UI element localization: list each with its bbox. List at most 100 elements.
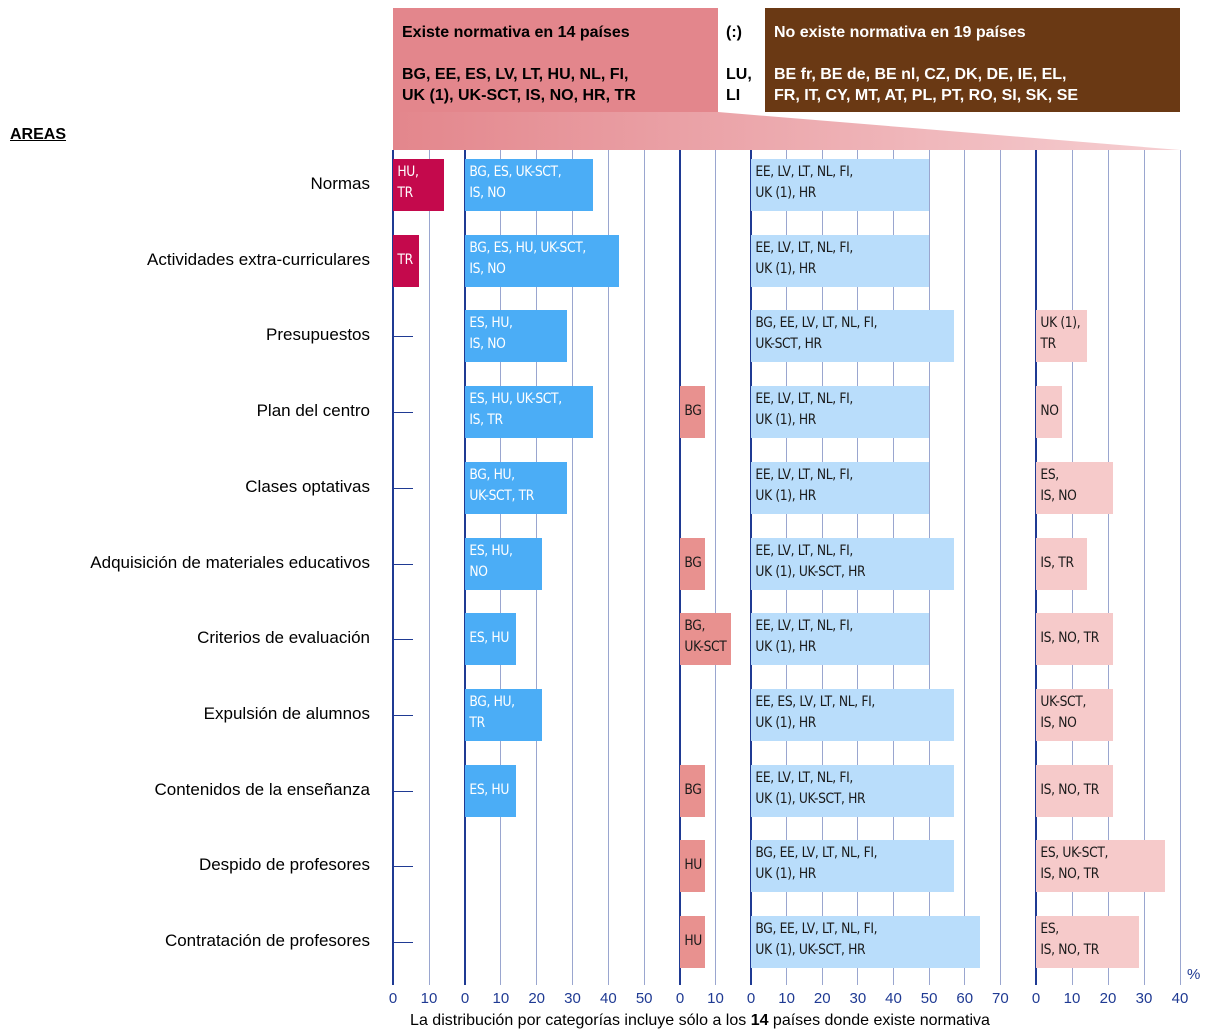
bar-label: NO [1040,403,1059,420]
bar [1036,840,1165,893]
bar [465,537,542,590]
bar-label: TR [397,251,413,268]
bar [465,461,568,514]
bar-label: BG, ES, HU, UK-SCT, IS, NO [469,239,586,277]
footnote-text: La distribución por categorías incluye s… [410,1012,751,1029]
bar [1036,461,1114,514]
x-tick-label: 0 [388,990,398,1007]
x-tick-label: 40 [599,990,617,1007]
x-tick-label: 10 [1063,990,1081,1007]
not-exists-box [765,8,1180,112]
bar-label: EE, LV, LT, NL, FI, UK (1), UK-SCT, HR [755,542,866,580]
bar-label: EE, ES, LV, LT, NL, FI, UK (1), HR [755,693,875,731]
bar [1036,764,1114,817]
bar [465,764,517,817]
grid-line [999,150,1001,985]
bar [751,764,955,817]
row-tick [393,790,413,792]
missing-title: (:) [726,24,742,41]
bar-label: UK (1), TR [1040,315,1081,353]
bar-label: ES, HU, UK-SCT, IS, TR [469,391,562,429]
bar-label: ES, HU, IS, NO [469,315,513,353]
exists-countries: BG, EE, ES, LV, LT, HU, NL, FI, UK (1), … [402,66,636,104]
axis-title: AREAS [10,126,67,143]
bar-label: EE, LV, LT, NL, FI, UK (1), HR [755,618,853,656]
grid-line [1143,150,1145,985]
bar [751,310,955,363]
bar [1036,310,1088,363]
grid-line [428,150,430,985]
x-tick-label: 30 [1135,990,1153,1007]
grid-line [607,150,609,985]
bar [751,234,930,287]
exists-title: Existe normativa en 14 países [402,24,630,41]
bar-label: ES, HU [469,630,510,647]
x-tick-label: 70 [992,990,1009,1007]
bar-label: BG [684,781,702,798]
bar-label: HU [684,933,702,949]
bar-label: ES, IS, NO, TR [1040,921,1100,958]
bar [751,613,930,666]
x-tick-label: 50 [635,990,653,1007]
x-tick-label: 40 [885,990,902,1007]
grid-line [715,150,716,985]
bar-label: EE, LV, LT, NL, FI, UK (1), HR [755,239,853,277]
bar [751,461,930,514]
bar [751,916,981,968]
bar [751,386,930,439]
bar [465,234,619,287]
bar [465,310,568,363]
bar-label: BG, EE, LV, LT, NL, FI, UK (1), HR [755,845,878,883]
x-tick-label: 10 [420,990,438,1007]
x-tick-label: 0 [746,990,756,1007]
wedge [393,112,1180,150]
row-tick [393,639,413,641]
bar-label: IS, NO, TR [1040,630,1100,647]
bar [393,159,445,211]
bar [751,537,955,590]
bar-label: ES, IS, NO [1040,466,1077,504]
bar-label: HU, TR [397,164,419,201]
row-tick [393,412,413,414]
x-tick-label: 10 [778,990,795,1007]
x-tick-label: 60 [956,990,974,1007]
x-tick-label: 20 [813,990,831,1007]
bar-label: EE, LV, LT, NL, FI, UK (1), UK-SCT, HR [755,769,866,807]
x-tick-label: 30 [564,990,581,1007]
bar [751,159,930,211]
bar [465,688,542,741]
category-label: Plan del centro [256,401,370,421]
bar-label: BG, HU, TR [469,693,515,731]
bar-label: BG, HU, UK-SCT, TR [469,466,534,504]
bar-label: EE, LV, LT, NL, FI, UK (1), HR [755,391,853,429]
row-tick [393,714,413,716]
bar-label: EE, LV, LT, NL, FI, UK (1), HR [755,164,853,201]
row-tick [393,866,413,868]
not-exists-countries: BE fr, BE de, BE nl, CZ, DK, DE, IE, EL,… [774,66,1079,104]
grid-line [1179,150,1181,985]
bar-label: BG, EE, LV, LT, NL, FI, UK (1), UK-SCT, … [755,921,878,958]
x-tick-label: 0 [675,990,685,1007]
bar [1036,537,1088,590]
category-label: Adquisición de materiales educativos [90,552,370,572]
grid-line [392,150,394,985]
bar-label: BG, UK-SCT [684,618,727,656]
bar-label: IS, NO, TR [1040,781,1100,798]
exists-box [393,8,718,112]
category-label: Contenidos de la enseñanza [154,779,371,799]
grid-line [964,150,966,985]
x-tick-label: 20 [528,990,545,1007]
x-tick-label: 0 [460,990,470,1007]
footnote: La distribución por categorías incluye s… [0,1012,1210,1030]
bar [1036,688,1114,741]
bar-label: EE, LV, LT, NL, FI, UK (1), HR [755,466,853,504]
bar-label: BG [684,554,702,571]
unit-label: % [1187,966,1201,983]
category-label: Expulsión de alumnos [203,703,370,723]
bar-label: IS, TR [1040,554,1074,571]
bar-label: BG [684,403,702,420]
bar-label: ES, HU, NO [469,542,513,580]
category-label: Actividades extra-curriculares [147,249,370,269]
bar [1036,386,1062,439]
